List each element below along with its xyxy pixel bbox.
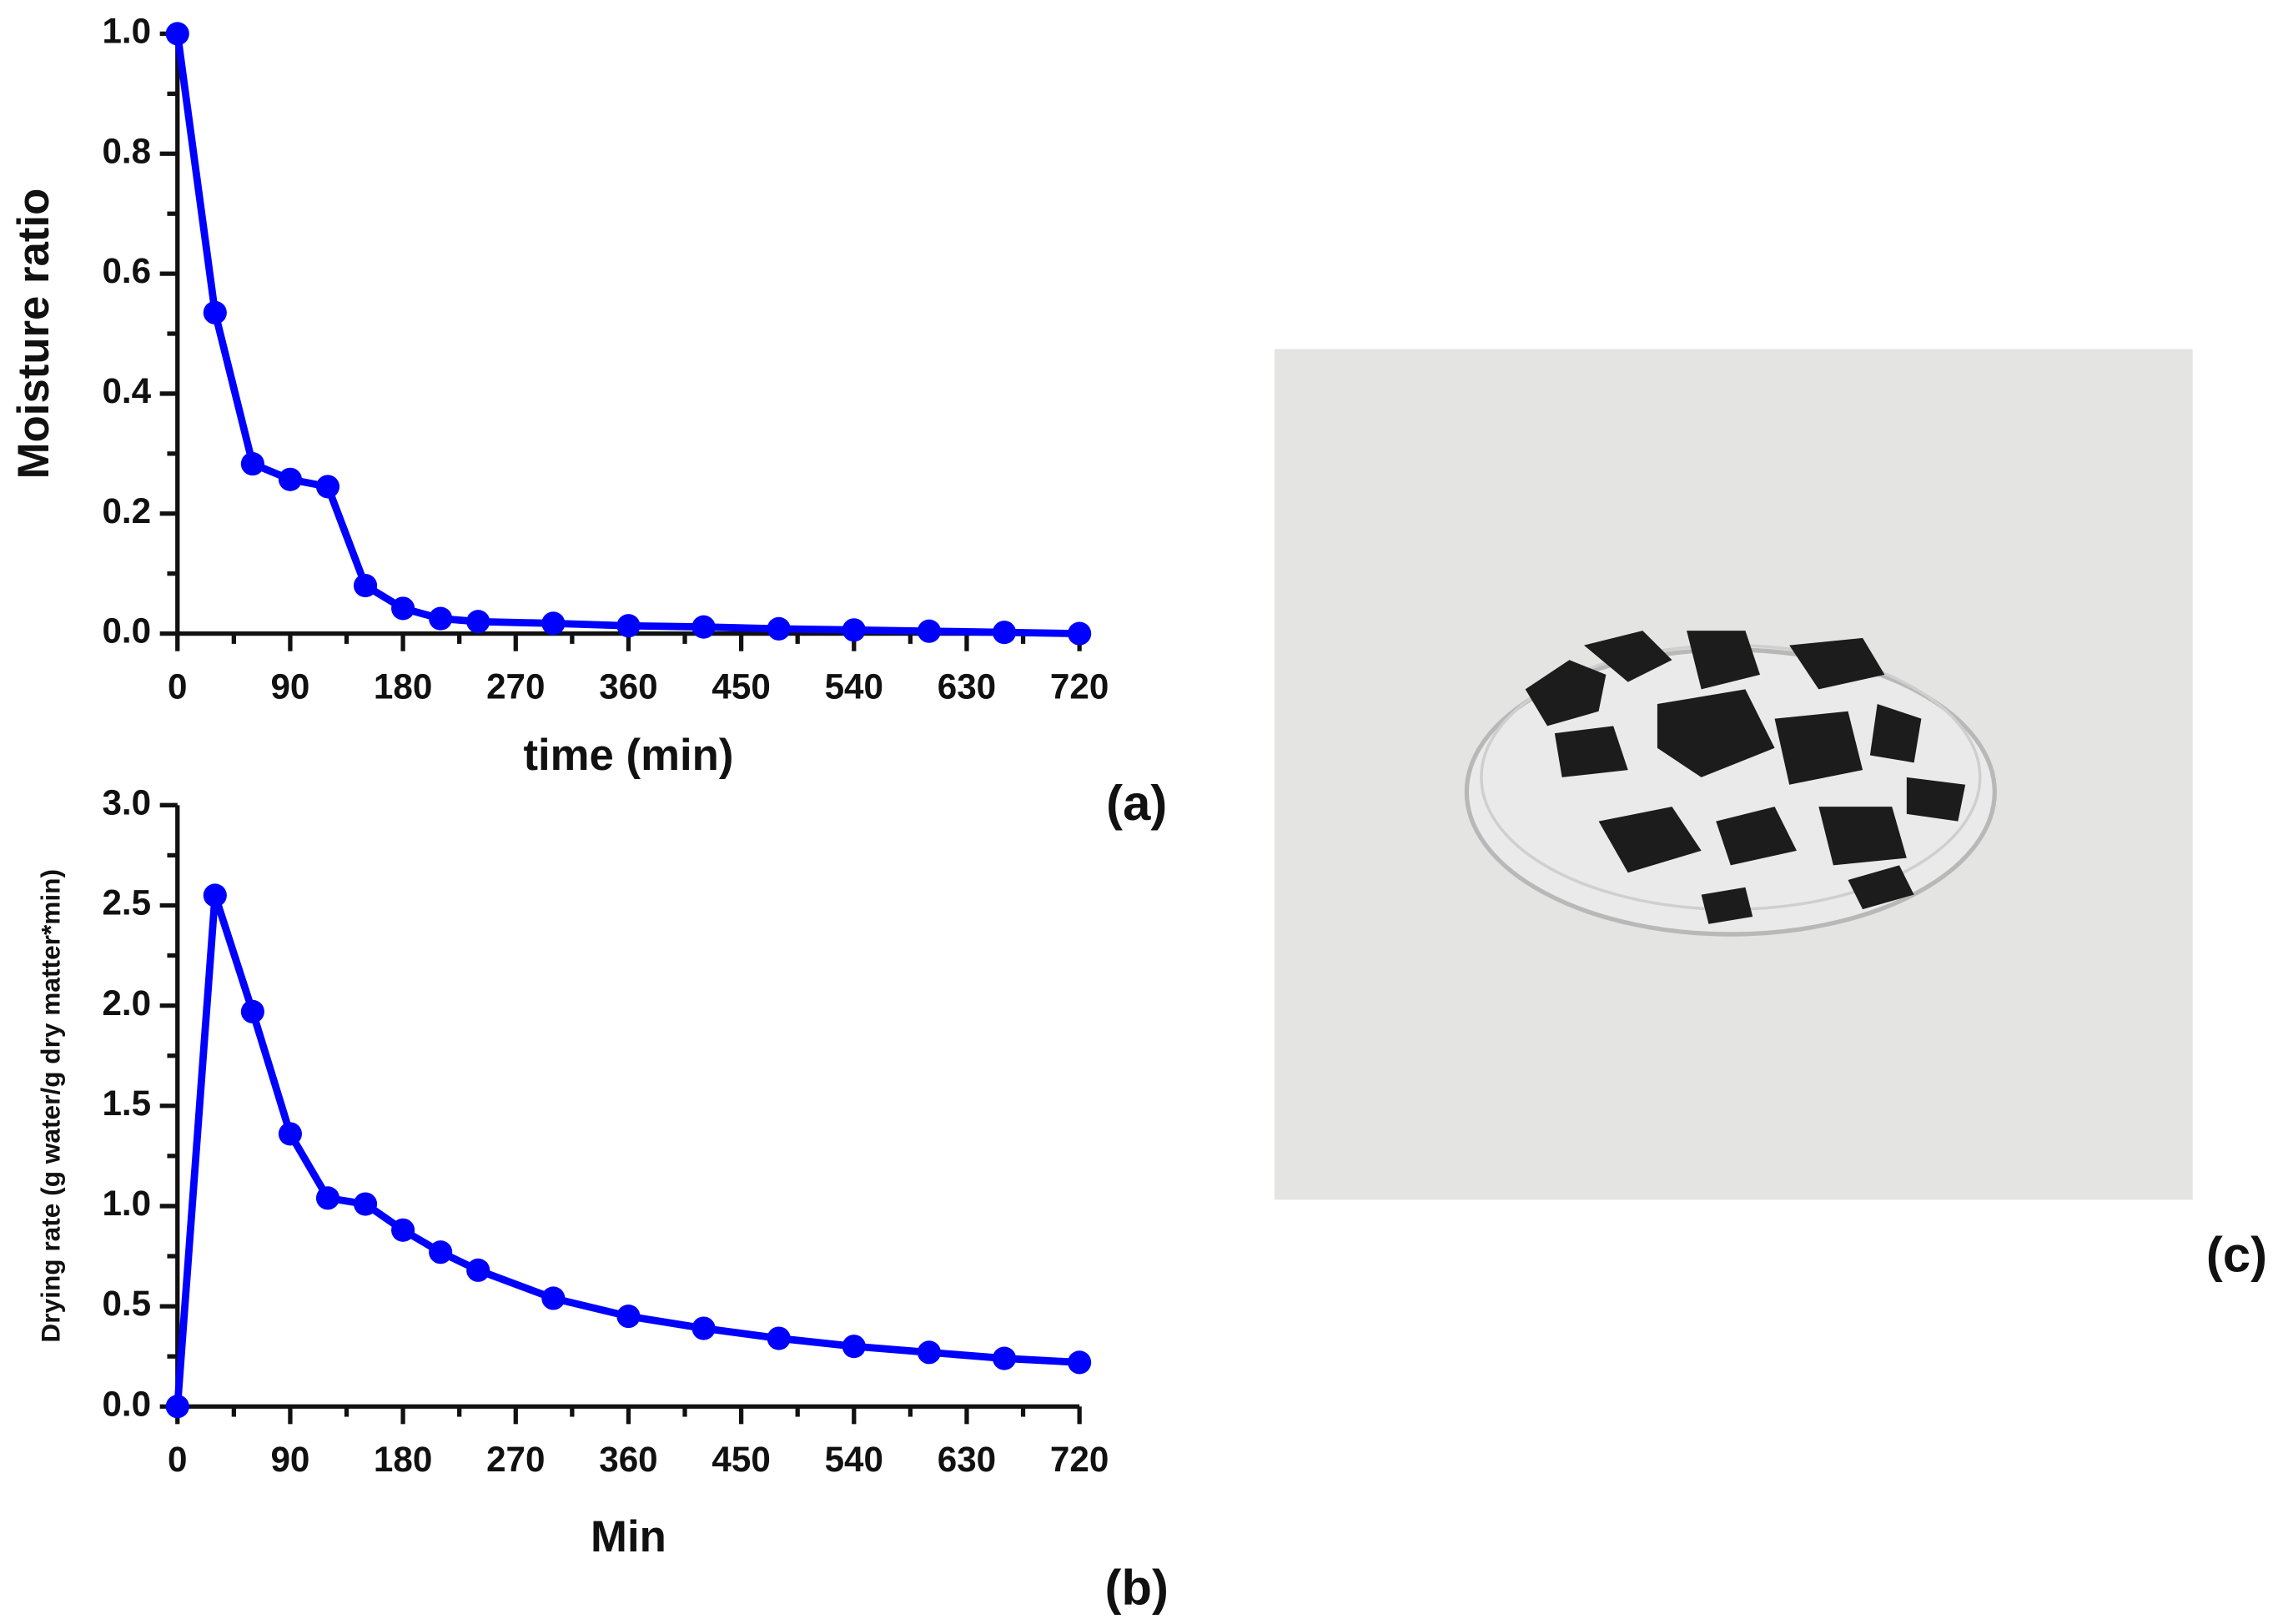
- x-tick-label: 270: [486, 667, 545, 706]
- data-point: [992, 1346, 1017, 1370]
- data-point: [1068, 621, 1092, 646]
- data-point: [842, 618, 866, 642]
- y-tick-label: 1.0: [102, 1184, 151, 1223]
- x-axis-title: time (min): [523, 731, 733, 780]
- data-point: [278, 1122, 302, 1146]
- x-tick-label: 630: [938, 667, 996, 706]
- data-point: [917, 1340, 941, 1365]
- x-tick-label: 720: [1050, 667, 1109, 706]
- data-point: [315, 475, 340, 499]
- data-point: [315, 1186, 340, 1210]
- y-tick-label: 0.0: [102, 611, 151, 651]
- data-point: [992, 621, 1017, 645]
- x-tick-label: 450: [712, 1440, 770, 1479]
- y-axis-title: Drying rate (g water/g dry matter*min): [36, 869, 66, 1343]
- x-tick-label: 270: [486, 1440, 545, 1479]
- x-tick-label: 90: [270, 1440, 309, 1479]
- y-tick-label: 2.5: [102, 883, 151, 923]
- data-point: [541, 1286, 566, 1310]
- data-point: [429, 606, 453, 631]
- x-tick-label: 0: [168, 1440, 187, 1479]
- x-tick-label: 90: [270, 667, 309, 706]
- data-point: [165, 1395, 189, 1419]
- x-tick-label: 0: [168, 667, 187, 706]
- x-tick-label: 540: [825, 1440, 883, 1479]
- y-tick-label: 0.8: [102, 131, 151, 170]
- data-point: [691, 615, 716, 639]
- panel-label: (c): [2206, 1226, 2267, 1282]
- x-tick-label: 630: [938, 1440, 996, 1479]
- y-tick-label: 0.4: [102, 371, 151, 410]
- y-tick-label: 2.0: [102, 983, 151, 1023]
- data-point: [842, 1335, 866, 1359]
- y-tick-label: 0.6: [102, 251, 151, 290]
- dried-pieces: [1525, 631, 1966, 924]
- y-tick-label: 3.0: [102, 782, 151, 822]
- x-tick-label: 180: [374, 667, 432, 706]
- data-point: [391, 1218, 415, 1242]
- x-tick-label: 720: [1050, 1440, 1109, 1479]
- y-axis-title: Moisture ratio: [9, 189, 58, 480]
- data-line: [173, 892, 1080, 1407]
- y-tick-label: 0.0: [102, 1384, 151, 1423]
- y-tick-label: 1.5: [102, 1084, 151, 1123]
- x-tick-label: 360: [599, 667, 657, 706]
- x-tick-label: 360: [599, 1440, 657, 1479]
- data-point: [353, 1192, 378, 1216]
- data-point: [691, 1316, 716, 1340]
- data-point: [353, 573, 378, 598]
- photo: [1274, 349, 2193, 1200]
- x-tick-label: 180: [374, 1440, 432, 1479]
- data-point: [165, 22, 189, 46]
- panel-label: (a): [1106, 775, 1167, 831]
- data-point: [917, 619, 941, 643]
- data-point: [203, 300, 227, 324]
- panel-label: (b): [1105, 1560, 1169, 1616]
- data-point: [240, 999, 264, 1023]
- data-point: [767, 616, 791, 641]
- data-point: [203, 883, 227, 908]
- data-line: [173, 33, 1080, 637]
- data-point: [466, 610, 490, 634]
- data-point: [767, 1326, 791, 1350]
- data-point: [240, 452, 264, 476]
- x-axis-title: Min: [591, 1512, 666, 1561]
- data-point: [1068, 1350, 1092, 1375]
- data-point: [616, 1305, 641, 1329]
- data-point: [541, 611, 566, 636]
- data-point: [391, 596, 415, 621]
- y-tick-label: 0.5: [102, 1284, 151, 1323]
- data-point: [616, 614, 641, 638]
- data-point: [429, 1240, 453, 1265]
- data-point: [278, 467, 302, 491]
- y-tick-label: 1.0: [102, 12, 151, 51]
- x-tick-label: 540: [825, 667, 883, 706]
- data-point: [466, 1258, 490, 1282]
- y-tick-label: 0.2: [102, 491, 151, 530]
- x-tick-label: 450: [712, 667, 770, 706]
